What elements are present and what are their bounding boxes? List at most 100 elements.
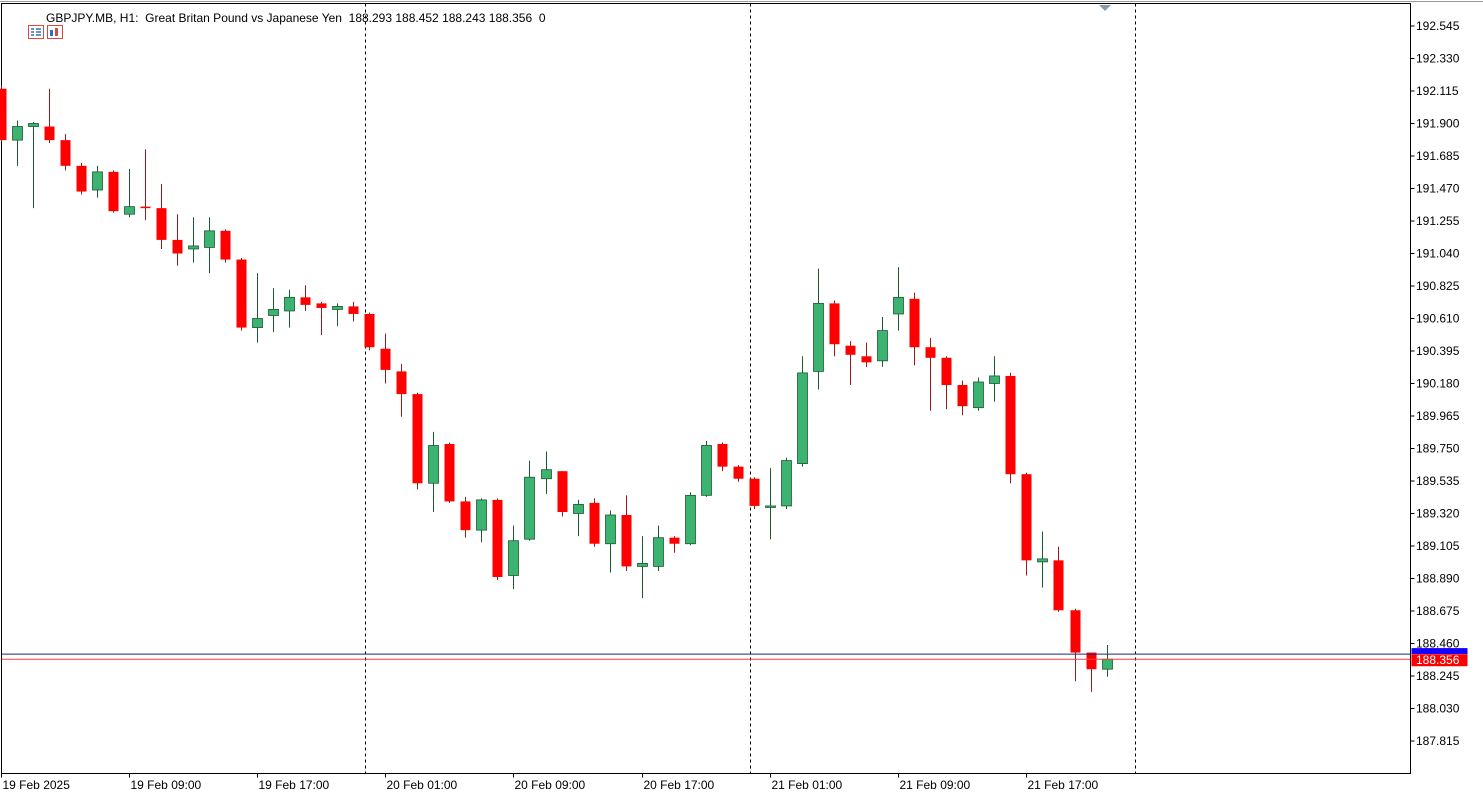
price-tick-label: 188.890 <box>1416 572 1460 586</box>
candle[interactable] <box>92 165 103 198</box>
candle[interactable] <box>861 342 872 367</box>
candle[interactable] <box>204 217 215 274</box>
candle[interactable] <box>524 460 535 541</box>
candle[interactable] <box>316 301 327 336</box>
candle[interactable] <box>460 496 471 538</box>
candle[interactable] <box>60 134 71 171</box>
candle[interactable] <box>12 120 23 166</box>
candle[interactable] <box>172 214 183 266</box>
candle[interactable] <box>364 312 375 351</box>
candle[interactable] <box>252 273 263 343</box>
candle-body <box>412 394 423 484</box>
candle[interactable] <box>621 495 632 571</box>
candle[interactable] <box>1005 372 1016 484</box>
candle-body <box>492 499 503 577</box>
candle-body <box>845 345 856 355</box>
candle[interactable] <box>973 377 984 411</box>
candle[interactable] <box>124 168 135 218</box>
candle[interactable] <box>669 536 680 553</box>
candle[interactable] <box>781 457 792 509</box>
candle[interactable] <box>845 341 856 386</box>
candle-body <box>1102 658 1113 670</box>
candle[interactable] <box>957 380 968 416</box>
candle[interactable] <box>428 431 439 512</box>
candle[interactable] <box>284 289 295 328</box>
candle[interactable] <box>444 442 455 503</box>
candle[interactable] <box>541 451 552 494</box>
candle[interactable] <box>733 465 744 482</box>
price-tick-label: 190.825 <box>1416 279 1460 293</box>
candle[interactable] <box>1021 472 1032 576</box>
candle[interactable] <box>893 267 904 331</box>
candle[interactable] <box>508 525 519 590</box>
ohlc-values: 188.293 188.452 188.243 188.356 <box>348 11 533 25</box>
candle[interactable] <box>0 85 7 142</box>
candle[interactable] <box>941 356 952 410</box>
candle[interactable] <box>108 170 119 213</box>
candle-body <box>749 478 760 506</box>
candle[interactable] <box>220 229 231 263</box>
candle[interactable] <box>685 492 696 546</box>
candle-body <box>428 445 439 484</box>
candles-group[interactable] <box>0 85 1113 692</box>
candle-body <box>925 347 936 358</box>
candle[interactable] <box>813 268 824 390</box>
time-axis[interactable]: 19 Feb 2025 19 Feb 09:00 19 Feb 17:00 20 Fe… <box>1 773 1099 793</box>
indicator-list-icon[interactable] <box>27 11 64 39</box>
candle[interactable] <box>925 338 936 411</box>
candle[interactable] <box>1053 546 1064 612</box>
candle[interactable] <box>492 498 503 581</box>
candle[interactable] <box>1037 531 1048 588</box>
candle[interactable] <box>396 363 407 417</box>
candle[interactable] <box>188 217 199 263</box>
candle[interactable] <box>76 162 87 195</box>
candle[interactable] <box>380 333 391 384</box>
candle[interactable] <box>236 258 247 331</box>
candle[interactable] <box>589 498 600 547</box>
time-tick-label: 21 Feb 09:00 <box>900 778 971 792</box>
candle[interactable] <box>797 356 808 467</box>
candle[interactable] <box>348 301 359 322</box>
candle-body <box>316 303 327 308</box>
candle[interactable] <box>605 510 616 573</box>
candle-body <box>909 298 920 348</box>
candle[interactable] <box>717 442 728 472</box>
price-tick-label: 192.115 <box>1416 84 1459 98</box>
candle[interactable] <box>412 392 423 490</box>
candle-body <box>893 296 904 315</box>
candle[interactable] <box>637 536 648 599</box>
candle-body <box>941 357 952 386</box>
candle-body <box>348 306 359 314</box>
chart-grid-icon[interactable] <box>8 11 45 39</box>
candle[interactable] <box>44 88 55 144</box>
candle[interactable] <box>300 285 311 311</box>
volume-value: 0 <box>538 11 546 25</box>
price-tick-label: 191.040 <box>1416 247 1460 261</box>
candle[interactable] <box>1070 608 1081 682</box>
candle[interactable] <box>877 316 888 367</box>
candle[interactable] <box>653 525 664 571</box>
candle[interactable] <box>749 477 760 509</box>
candle-body <box>717 443 728 467</box>
candle[interactable] <box>701 440 712 497</box>
candle[interactable] <box>765 468 776 540</box>
candle[interactable] <box>573 499 584 537</box>
candle[interactable] <box>909 292 920 366</box>
candle[interactable] <box>140 149 151 221</box>
candle[interactable] <box>332 303 343 327</box>
candle[interactable] <box>557 471 568 517</box>
price-axis[interactable]: 192.545 192.330 192.115 191.900 191.685 191.4… <box>1410 19 1460 748</box>
candle[interactable] <box>156 183 167 249</box>
candle-body <box>92 171 103 191</box>
scroll-marker-icon[interactable] <box>1099 5 1111 11</box>
price-tick-label: 187.815 <box>1416 734 1460 748</box>
candle[interactable] <box>268 288 279 333</box>
candle-body <box>813 302 824 372</box>
candle[interactable] <box>476 498 487 543</box>
candle[interactable] <box>829 300 840 357</box>
candle[interactable] <box>28 121 39 209</box>
candle[interactable] <box>989 356 1000 402</box>
candle-body <box>28 123 39 127</box>
